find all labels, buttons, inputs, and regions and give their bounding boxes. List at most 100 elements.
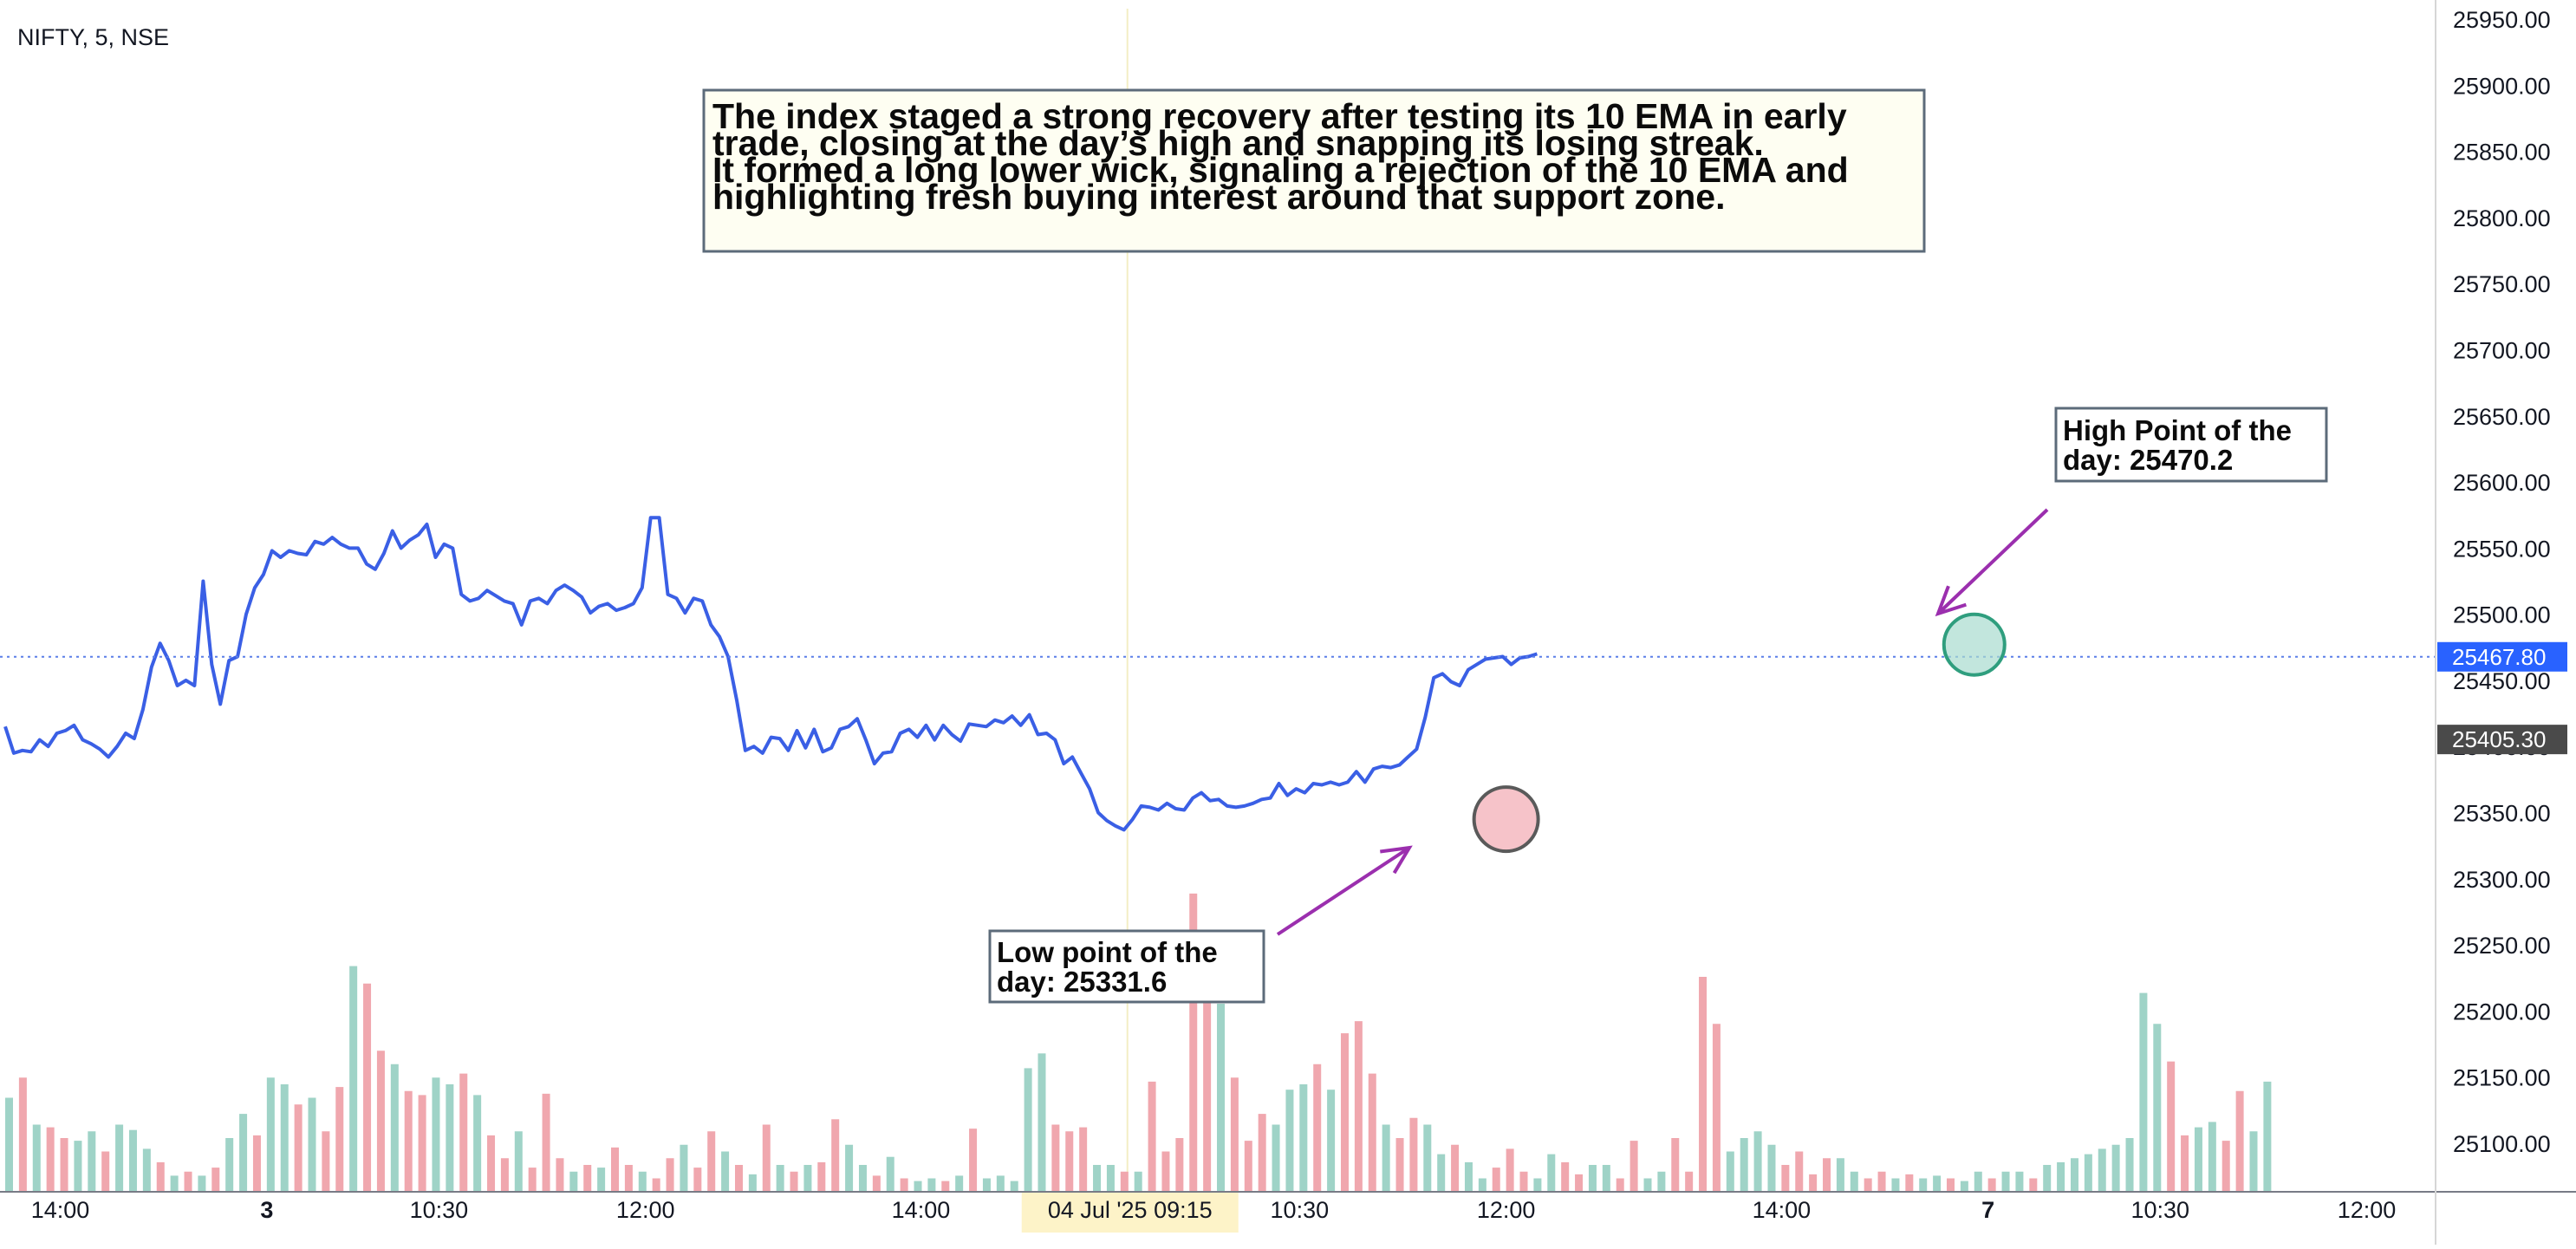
commentary-line: The index staged a strong recovery after…	[712, 96, 1847, 136]
x-tick-label: 14:00	[31, 1197, 90, 1223]
volume-bar	[211, 1168, 220, 1192]
high-point-label-box	[2054, 407, 2328, 483]
volume-bar	[790, 1171, 798, 1192]
chart-title: NIFTY, 5, NSE	[17, 24, 169, 50]
volume-bar	[184, 1171, 192, 1192]
volume-bar	[982, 1178, 991, 1192]
volume-bar	[1685, 1171, 1694, 1192]
volume-bar	[1506, 1148, 1514, 1192]
volume-bar	[1272, 1124, 1280, 1192]
volume-bar	[1809, 1174, 1818, 1192]
volume-bar	[611, 1147, 620, 1192]
volume-bar	[666, 1158, 674, 1192]
volume-bar	[1712, 1024, 1721, 1192]
volume-bar	[60, 1138, 68, 1192]
y-tick-label: 25300.00	[2453, 867, 2551, 893]
volume-bar	[1203, 982, 1212, 1192]
volume-bar	[1850, 1171, 1858, 1192]
volume-bar	[1437, 1154, 1446, 1192]
y-tick-label: 25500.00	[2453, 602, 2551, 628]
volume-bar	[569, 1171, 578, 1192]
volume-bar	[1547, 1154, 1556, 1192]
volume-bar	[1657, 1171, 1666, 1192]
last-price-label: 25467.80	[2452, 644, 2546, 670]
volume-bar	[707, 1131, 716, 1192]
low-point-arrow	[1276, 846, 1411, 936]
volume-bar	[1161, 1151, 1170, 1192]
volume-bar	[363, 983, 372, 1192]
volume-bar	[2111, 1144, 2120, 1192]
volume-bar	[927, 1178, 936, 1192]
volume-bar	[294, 1104, 302, 1192]
volume-bar	[2029, 1178, 2038, 1192]
volume-bar	[2153, 1024, 2162, 1192]
volume-bar	[1093, 1165, 1102, 1192]
volume-bar	[1630, 1141, 1638, 1192]
y-tick-label: 25250.00	[2453, 933, 2551, 959]
y-tick-label: 25750.00	[2453, 271, 2551, 297]
volume-bar	[2139, 992, 2148, 1192]
volume-bar	[1781, 1165, 1790, 1192]
x-tick-label: 14:00	[892, 1197, 951, 1223]
volume-bar	[1974, 1171, 1982, 1192]
volume-bar	[1671, 1138, 1680, 1192]
y-tick-label: 25650.00	[2453, 404, 2551, 430]
volume-bar	[1258, 1114, 1266, 1192]
volume-bar	[1423, 1124, 1432, 1192]
volume-bar	[1960, 1181, 1968, 1192]
volume-bar	[1010, 1181, 1018, 1192]
volume-bar	[996, 1175, 1005, 1192]
volume-bar	[2208, 1122, 2216, 1192]
volume-bar	[1327, 1090, 1336, 1192]
volume-bar	[322, 1131, 330, 1192]
volume-bar	[473, 1095, 482, 1192]
volume-bar	[2098, 1148, 2106, 1192]
volume-bar	[115, 1124, 124, 1192]
last-price-badge	[2437, 641, 2567, 672]
volume-bar	[1464, 1161, 1473, 1192]
volume-bar	[1987, 1178, 1996, 1192]
volume-bar	[1395, 1138, 1404, 1192]
volume-bar	[280, 1084, 289, 1192]
volume-bar	[1106, 1165, 1115, 1192]
volume-bar	[5, 1097, 13, 1192]
x-tick-label: 10:30	[410, 1197, 469, 1223]
volume-bar	[1354, 1021, 1363, 1192]
volume-bar	[349, 966, 358, 1192]
commentary-line: highlighting fresh buying interest aroun…	[712, 177, 1725, 217]
price-series-line	[3, 516, 1538, 832]
volume-bar	[308, 1097, 316, 1192]
volume-bar	[1120, 1171, 1129, 1192]
volume-bar	[2001, 1171, 2010, 1192]
volume-bar	[2235, 1090, 2244, 1192]
secondary-price-badge	[2437, 725, 2567, 755]
volume-bar	[941, 1181, 950, 1192]
x-tick-label: 3	[260, 1197, 273, 1223]
volume-bar	[1726, 1151, 1734, 1192]
volume-bar	[776, 1165, 784, 1192]
volume-bar	[556, 1158, 564, 1192]
x-tick-label: 10:30	[2130, 1197, 2189, 1223]
volume-bar	[1602, 1165, 1610, 1192]
volume-bar	[638, 1171, 647, 1192]
volume-bar	[2249, 1131, 2258, 1192]
volume-bar	[376, 1051, 385, 1192]
volume-bar	[721, 1151, 730, 1192]
volume-bar	[1561, 1161, 1570, 1192]
volume-bar	[1699, 977, 1708, 1192]
volume-bar	[198, 1175, 206, 1192]
volume-bar	[1079, 1127, 1088, 1192]
volume-bar	[1905, 1174, 1914, 1192]
volume-bar	[583, 1165, 592, 1192]
volume-bar	[858, 1165, 867, 1192]
volume-bar	[1285, 1090, 1294, 1192]
volume-bar	[1753, 1131, 1762, 1192]
high-point-marker	[1942, 612, 2007, 677]
volume-bar	[762, 1124, 771, 1192]
volume-bar	[1134, 1171, 1142, 1192]
volume-bar	[652, 1178, 660, 1192]
commentary-line: trade, closing at the day’s high and sna…	[712, 123, 1764, 163]
y-tick-label: 25850.00	[2453, 140, 2551, 166]
volume-bar	[680, 1144, 688, 1192]
volume-bar	[1767, 1144, 1776, 1192]
